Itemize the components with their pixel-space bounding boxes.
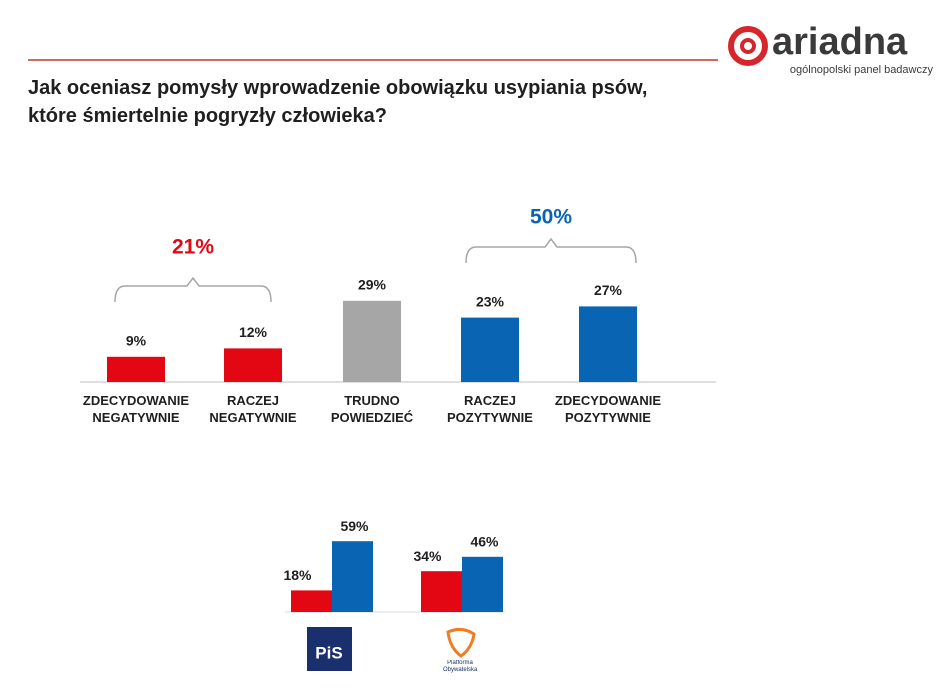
bar: [462, 556, 503, 612]
value-label: 9%: [126, 333, 147, 349]
value-label: 23%: [476, 293, 505, 309]
value-label: 12%: [239, 324, 268, 340]
chart-title: Jak oceniasz pomysły wprowadzenie obowią…: [28, 77, 648, 127]
logo-name: ariadna: [772, 21, 908, 63]
party-label: Platforma Obywatelska: [443, 660, 478, 673]
value-label: 27%: [594, 282, 623, 298]
x-tick-label: ZDECYDOWANIE POZYTYWNIE: [554, 393, 662, 425]
bar: [224, 348, 282, 382]
value-label: 18%: [283, 567, 312, 583]
bar: [343, 300, 401, 382]
logo: ariadna ogólnopolski panel badawczy: [728, 21, 934, 76]
bracket: [114, 276, 272, 303]
bar: [421, 571, 462, 612]
value-label: 29%: [358, 277, 387, 293]
bar: [332, 541, 373, 612]
value-label: 59%: [340, 518, 369, 534]
party-label: PiS: [315, 643, 342, 662]
logo-tagline: ogólnopolski panel badawczy: [790, 64, 934, 76]
x-tick-label: RACZEJ NEGATYWNIE: [209, 393, 297, 425]
value-label: 46%: [470, 534, 499, 550]
x-tick-label: ZDECYDOWANIE NEGATYWNIE: [82, 393, 190, 425]
annotation: 21%: [172, 236, 214, 259]
pis-logo: PiS: [307, 627, 352, 671]
bar: [291, 590, 332, 612]
value-label: 34%: [413, 548, 442, 564]
annotation: 50%: [530, 206, 572, 229]
bar: [461, 317, 519, 382]
x-tick-label: RACZEJ POZYTYWNIE: [447, 393, 533, 425]
bracket: [465, 237, 637, 264]
bar: [107, 356, 165, 382]
po-logo: Platforma Obywatelska: [443, 627, 478, 673]
bar: [579, 306, 637, 382]
x-tick-label: TRUDNO POWIEDZIEĆ: [330, 393, 414, 425]
